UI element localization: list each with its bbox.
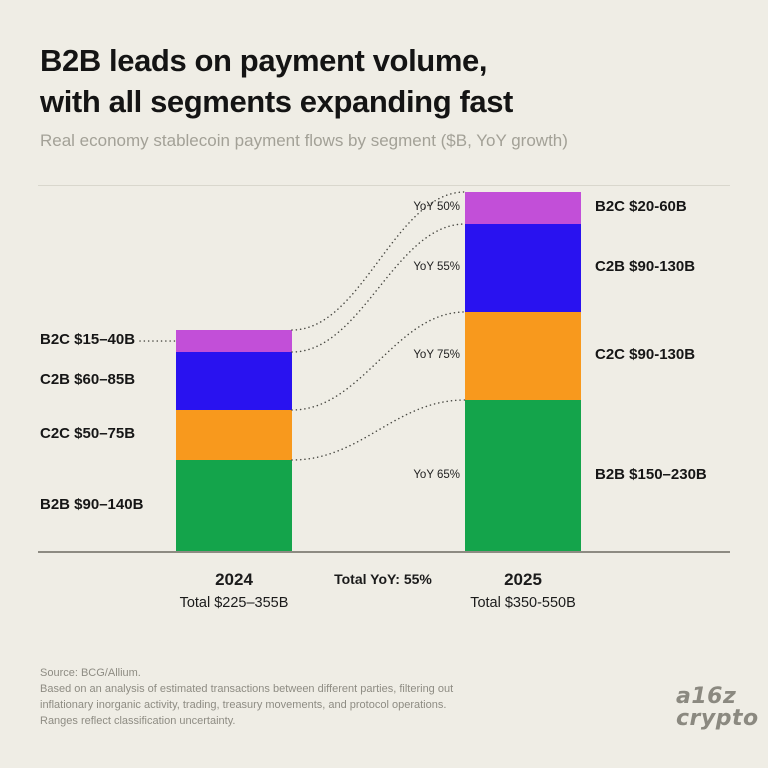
segment-label-2024-C2B: C2B $60–85B [40,371,136,388]
stacked-bar-2025 [465,192,581,551]
yoy-label-B2B: YoY 65% [413,468,460,481]
segment-label-2025-C2C: C2C $90-130B [595,346,696,363]
total-yoy-label: Total YoY: 55% [334,571,432,587]
bar-segment-2025-C2C [465,312,581,400]
connector-curve-B2B [291,399,466,461]
bar-segment-2024-C2B [176,352,292,410]
segment-label-2025-C2B: C2B $90-130B [595,258,696,275]
total-label-2024: Total $225–355B [179,595,289,611]
segment-label-2024-C2C: C2C $50–75B [40,425,136,442]
bar-segment-2024-C2C [176,410,292,460]
yoy-label-C2B: YoY 55% [413,261,460,273]
yoy-label-C2C: YoY 75% [413,349,460,361]
bar-segment-2025-B2C [465,192,581,224]
x-axis-line [38,551,730,553]
total-label-2025: Total $350-550B [470,595,576,611]
source-line-3: inflationary inorganic activity, trading… [40,699,447,711]
chart-title: B2B leads on payment volume, with all se… [40,40,513,122]
bar-segment-2024-B2B [176,460,292,551]
source-line-4: Ranges reflect classification uncertaint… [40,715,236,727]
segment-label-2024-B2B: B2B $90–140B [40,495,144,513]
segment-label-2025-B2C: B2C $20-60B [595,198,687,215]
stacked-bar-2024 [176,330,292,551]
bar-segment-2024-B2C [176,330,292,352]
x-label-2024: 2024 [215,570,253,589]
a16z-crypto-logo: a16z crypto [676,686,759,730]
segment-label-2025-B2B: B2B $150–230B [595,465,707,483]
segment-label-2024-B2C: B2C $15–40B [40,331,136,348]
chart-subtitle: Real economy stablecoin payment flows by… [40,131,568,150]
connector-curve-C2B [291,223,466,353]
bar-segment-2025-B2B [465,400,581,551]
source-note: Source: BCG/Allium. Based on an analysis… [40,665,453,729]
logo-line-1: a16z [676,684,737,709]
title-line-1: B2B leads on payment volume, [40,43,488,78]
bar-segment-2025-C2B [465,224,581,312]
chart-top-rule [38,185,730,186]
yoy-label-B2C: YoY 50% [413,201,460,213]
connector-curve-C2C [291,311,466,411]
title-line-2: with all segments expanding fast [40,84,513,119]
x-label-2025: 2025 [504,570,542,589]
logo-line-2: crypto [676,706,759,731]
source-line-1: Source: BCG/Allium. [40,667,141,679]
source-line-2: Based on an analysis of estimated transa… [40,683,454,695]
